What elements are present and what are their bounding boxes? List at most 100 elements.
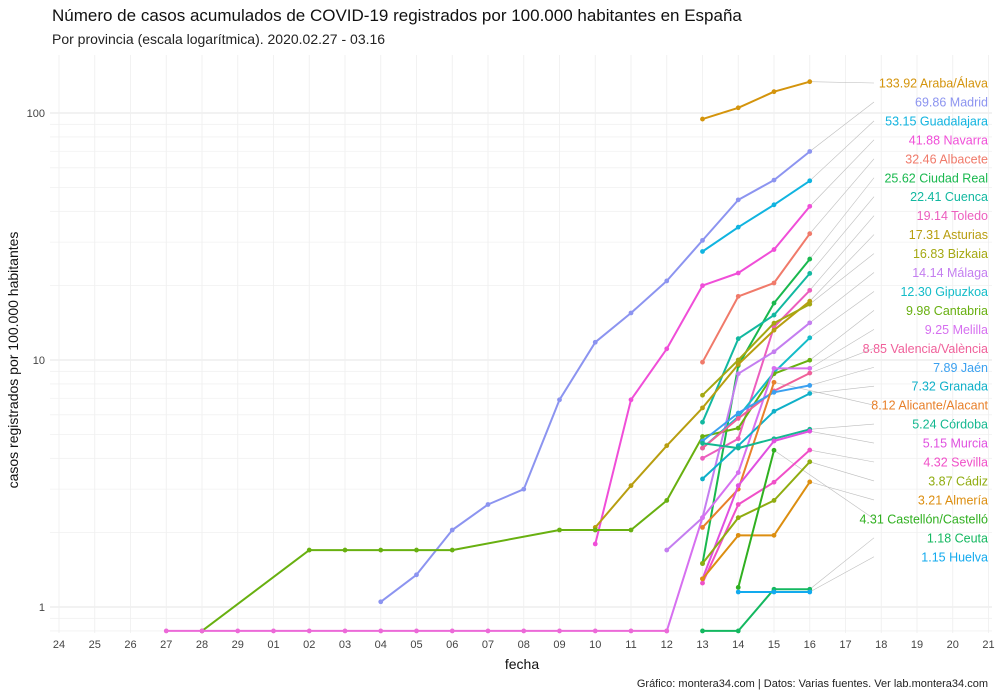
data-point [700,405,705,411]
data-point [735,425,741,431]
data-point [735,483,741,489]
data-point [700,476,705,482]
x-tick-label: 11 [625,639,636,651]
series-end-label: 3.87 Cádiz [928,474,988,488]
data-point [771,479,777,485]
x-tick-label: 29 [232,639,244,651]
data-point [628,628,634,634]
data-point [664,278,670,284]
data-point [807,365,813,371]
data-point [235,628,241,634]
leader-line [809,449,875,463]
y-tick-label: 100 [27,108,45,120]
data-point [771,202,777,208]
data-point [700,440,705,446]
data-point [735,445,741,451]
y-tick-label: 10 [33,355,45,367]
leader-line [809,537,875,590]
data-point [628,527,634,533]
series-end-label: 8.85 Valencia/València [863,342,988,356]
data-point [807,383,813,388]
series-line [702,80,811,121]
data-point [592,541,598,547]
data-point [807,370,813,376]
series-line [701,430,811,580]
leader-line [809,234,875,302]
data-point [449,628,455,634]
series-line [702,428,811,450]
data-point [771,389,777,395]
leader-line [809,556,875,593]
data-point [735,105,741,111]
data-point [771,438,777,444]
data-point [807,479,813,485]
grid-lines [50,55,992,633]
data-point [807,231,813,237]
data-point [807,391,813,396]
chart-title: Número de casos acumulados de COVID-19 r… [52,6,742,25]
series-end-label: 53.15 Guadalajara [885,114,988,128]
data-point [414,572,419,578]
data-point [735,270,741,276]
leader-line [809,272,875,324]
x-tick-label: 09 [553,639,565,651]
data-point [735,371,741,377]
data-point [700,445,705,451]
series-end-label: 69.86 Madrid [915,95,988,109]
data-point [271,628,276,634]
data-point [664,443,670,449]
x-tick-label: 01 [267,639,279,651]
data-point [807,589,813,595]
data-point [771,379,777,385]
data-point [485,502,491,507]
series-end-label: 17.31 Asturias [909,228,988,242]
series-end-label: 25.62 Ciudad Real [884,171,988,185]
data-point [771,247,777,252]
series-end-label: 5.15 Murcia [923,437,988,451]
x-tick-label: 07 [482,639,494,651]
series-line [701,337,811,449]
data-point [807,301,813,307]
data-point [592,527,598,533]
series-end-label: 7.89 Jaén [933,361,988,375]
data-point [306,628,312,634]
leader-line [809,329,875,369]
data-point [700,116,705,122]
leader-line [809,253,875,305]
data-point [306,547,312,553]
data-point [592,339,598,345]
leader-line [773,382,875,406]
series-line [701,449,811,584]
data-point [807,79,813,85]
data-point [735,410,741,416]
y-axis-label: casos registrados por 100.000 habitantes [5,232,21,489]
data-point [342,628,348,634]
data-point [807,459,813,465]
data-point [628,483,634,489]
data-point [807,287,813,293]
series-end-label: 16.83 Bizkaia [913,247,988,261]
data-point [664,547,670,553]
data-point [700,434,705,439]
x-tick-label: 21 [982,639,994,651]
chart-subtitle: Por provincia (escala logarítmica). 2020… [52,31,386,47]
data-point [771,365,777,371]
series-line [701,179,811,253]
x-tick-label: 02 [303,639,315,651]
data-point [807,320,813,326]
series-line [701,372,811,449]
leader-line [809,81,875,84]
x-axis-ticks: 24 25 26 27 28 29 01 02 03 04 05 06 07 08 09 10 11 12 13 14… [53,639,995,651]
series-end-label: 1.18 Ceuta [927,531,988,545]
data-point [700,576,705,582]
data-point [700,515,705,521]
data-point [735,628,741,634]
data-point [378,628,384,634]
data-point [771,447,777,453]
label-leader-lines [773,81,875,593]
leader-line [809,423,875,430]
data-point [700,628,705,634]
data-point [414,628,419,634]
leader-line [809,120,875,182]
data-point [700,561,705,566]
